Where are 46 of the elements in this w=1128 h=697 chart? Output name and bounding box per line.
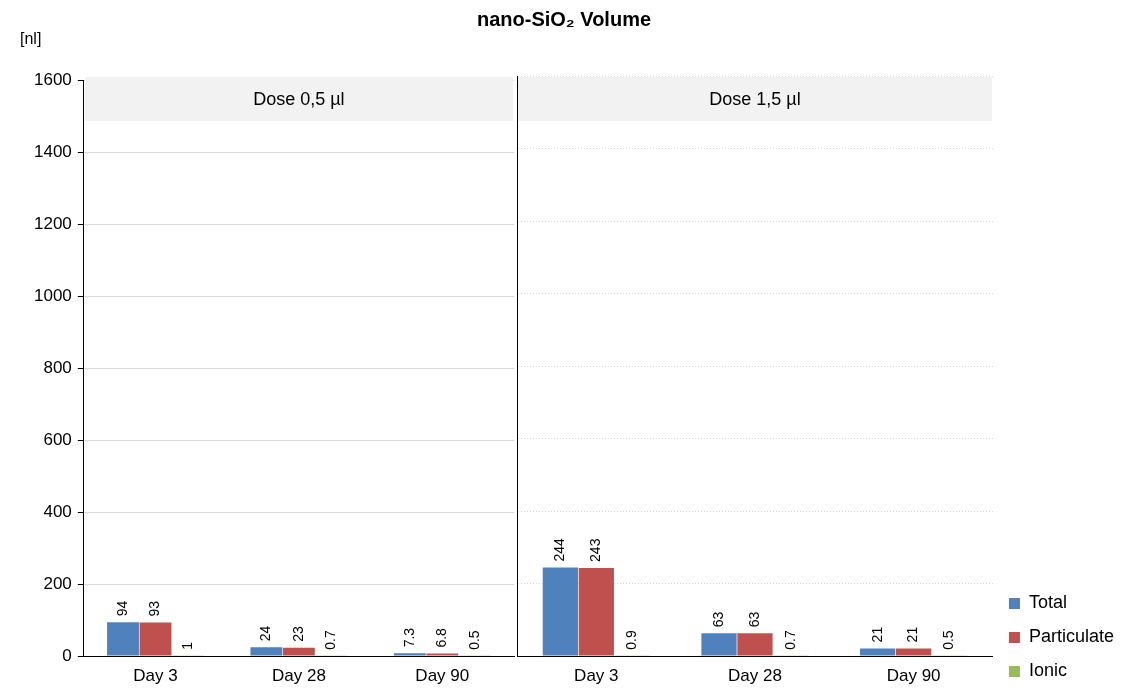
y-tick-label: 800 — [43, 357, 72, 377]
data-label: 94 — [113, 600, 130, 617]
data-label: 244 — [551, 537, 568, 562]
data-label: 21 — [868, 626, 885, 643]
data-label: 21 — [904, 626, 921, 643]
x-tick-label: Day 90 — [415, 665, 470, 685]
y-tick-label: 1400 — [33, 141, 72, 161]
data-label: 1 — [178, 641, 195, 650]
data-label: 7.3 — [400, 627, 417, 648]
panel-header: Dose 1,5 µl — [518, 77, 992, 121]
data-label: 243 — [587, 538, 604, 562]
data-label: 0.9 — [623, 630, 640, 650]
y-tick-label: 1200 — [33, 213, 72, 233]
bar — [737, 633, 773, 656]
data-label: 63 — [709, 611, 726, 628]
legend-label: Total — [1028, 592, 1067, 613]
x-tick-label: Day 3 — [574, 665, 619, 685]
data-label: 24 — [257, 625, 274, 642]
bar — [896, 648, 932, 656]
data-label: 0.7 — [322, 630, 339, 650]
y-tick-label: 200 — [43, 573, 72, 593]
y-tick-label: 1600 — [33, 69, 72, 89]
data-label: 93 — [146, 600, 163, 617]
data-label: 6.8 — [433, 627, 450, 648]
y-tick-label: 1000 — [33, 285, 72, 305]
bar — [542, 567, 578, 656]
x-tick-label: Day 3 — [133, 665, 178, 685]
y-tick-label: 400 — [43, 501, 72, 521]
data-label: 63 — [745, 611, 762, 628]
legend-label: Ionic — [1028, 660, 1067, 681]
data-label: 0.5 — [465, 630, 482, 650]
data-label: 0.5 — [940, 630, 957, 650]
data-label: 0.7 — [781, 630, 798, 650]
y-axis-title: [nl] — [20, 30, 42, 48]
bar — [578, 567, 614, 656]
y-tick-label: 600 — [43, 429, 72, 449]
y-tick-label: 0 — [62, 645, 72, 665]
bar — [860, 648, 896, 656]
x-tick-label: Day 28 — [271, 665, 326, 685]
text: nano-SiO₂ Volume — [475, 8, 653, 31]
legend-label: Particulate — [1028, 626, 1114, 647]
bar — [701, 633, 737, 656]
data-label: 23 — [289, 625, 306, 642]
x-tick-label: Day 90 — [886, 665, 941, 685]
x-tick-label: Day 28 — [728, 665, 782, 685]
panel-header: Dose 0,5 µl — [84, 77, 513, 121]
